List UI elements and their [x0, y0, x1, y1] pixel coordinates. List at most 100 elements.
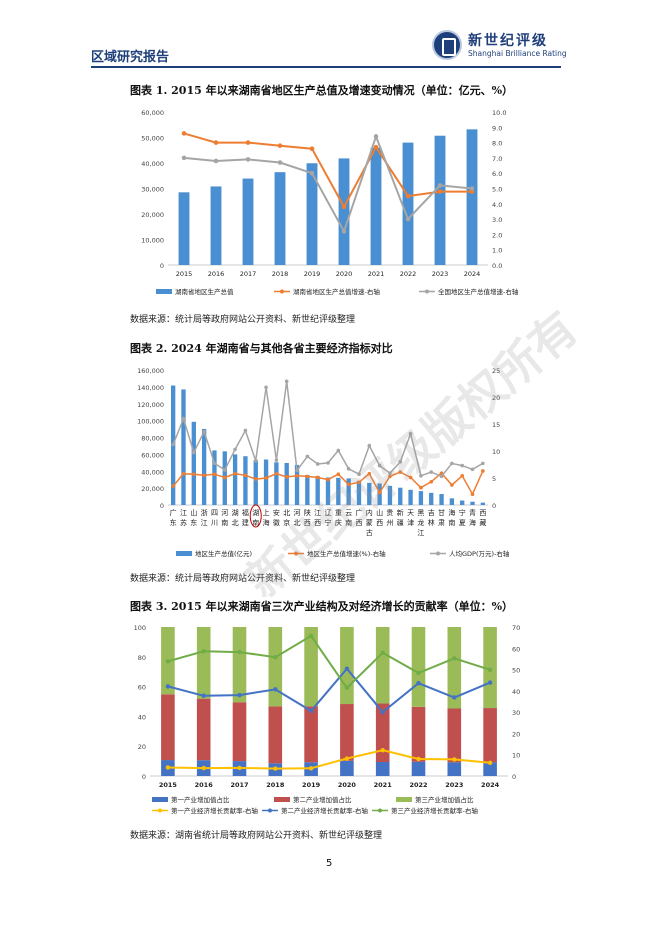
series-point [305, 454, 310, 459]
series-point [344, 756, 350, 761]
bar [243, 456, 248, 505]
y-right-tick-label: 30 [512, 709, 520, 717]
bar [338, 158, 350, 265]
series-point [171, 484, 175, 488]
legend-label: 湖南省地区生产总值 [175, 287, 234, 296]
y-right-tick-label: 2.0 [492, 231, 502, 239]
bar [242, 178, 254, 265]
x-tick-label: 安徽 [273, 508, 280, 527]
series-point [273, 655, 278, 660]
series-point [237, 649, 242, 655]
series-point [165, 659, 171, 664]
series-point [181, 416, 186, 421]
series-point [450, 483, 454, 487]
x-tick-label: 2023 [445, 781, 463, 789]
y-right-tick-label: 20 [492, 394, 500, 402]
series-point [212, 472, 217, 477]
bar-segment [447, 708, 462, 763]
x-tick-label: 2022 [400, 270, 417, 278]
legend-label: 第一产业增加值占比 [171, 795, 230, 804]
bar-segment [196, 698, 211, 761]
y-left-tick-label: 80,000 [141, 435, 164, 443]
series-point [295, 468, 299, 473]
bar-segment [483, 627, 497, 709]
series-point [222, 475, 227, 480]
series-point [341, 204, 347, 210]
x-tick-label: 2019 [302, 781, 321, 789]
x-tick-label: 江苏 [180, 509, 187, 527]
y-left-tick-label: 20,000 [141, 211, 164, 219]
x-tick-label: 2023 [432, 270, 449, 278]
series-point [470, 492, 475, 496]
series-point [470, 467, 475, 472]
series-point [237, 765, 242, 771]
series-point [416, 756, 421, 762]
bar-segment [375, 627, 390, 704]
series-line [167, 667, 491, 714]
series-point [326, 461, 330, 465]
bar-segment [232, 627, 247, 703]
series-point [202, 473, 206, 478]
legend-label: 湖南省地区生产总值增速-右轴 [293, 287, 380, 296]
series-point [408, 475, 413, 480]
x-tick-label: 2015 [176, 270, 193, 278]
y-left-tick-label: 100 [134, 624, 146, 632]
bar [178, 192, 190, 265]
series-line [183, 132, 472, 209]
x-tick-label: 福建 [242, 508, 249, 527]
legend-label: 全国地区生产总值增速-右轴 [438, 287, 519, 296]
y-right-tick-label: 60 [512, 645, 520, 653]
y-right-tick-label: 0 [492, 502, 496, 510]
bar [336, 477, 341, 505]
series-point [405, 193, 411, 199]
x-tick-label: 广东 [170, 508, 177, 527]
x-tick-label: 2020 [336, 270, 353, 278]
bar [480, 502, 486, 505]
series-point [419, 474, 423, 478]
x-tick-label: 海南 [448, 508, 455, 527]
series-point [380, 709, 385, 715]
bar-segment [483, 708, 497, 763]
x-tick-label: 山东 [190, 508, 197, 527]
series-point [398, 470, 403, 474]
x-tick-label: 天津 [407, 509, 414, 527]
figure-1-source: 数据来源：统计局等政府网站公开资料、新世纪评级整理 [130, 315, 356, 325]
series-point [341, 229, 347, 234]
series-point [253, 458, 258, 463]
series-point [405, 216, 411, 222]
series-point [305, 474, 310, 479]
x-tick-label: 2021 [374, 781, 393, 789]
series-point [398, 460, 403, 464]
legend-swatch [176, 551, 192, 556]
series-point [264, 476, 268, 480]
y-left-tick-label: 30,000 [141, 186, 164, 194]
bar [210, 186, 222, 265]
x-tick-label: 山西 [376, 508, 383, 527]
bar [201, 428, 207, 505]
bar-segment [483, 762, 497, 776]
x-tick-label: 四川 [211, 509, 218, 527]
y-right-tick-label: 1.0 [492, 247, 502, 255]
series-point [326, 477, 330, 482]
series-point [408, 431, 413, 436]
y-left-tick-label: 40,000 [141, 468, 164, 476]
legend-label: 第一产业经济增长贡献率-右轴 [171, 806, 258, 815]
bar-segment [340, 760, 354, 776]
legend-swatch [268, 808, 272, 813]
series-point [315, 475, 320, 480]
y-left-tick-label: 10,000 [141, 237, 164, 245]
y-left-tick-label: 100,000 [137, 418, 164, 426]
series-point [344, 685, 350, 691]
series-point [419, 485, 423, 490]
bar [306, 163, 318, 265]
bar [434, 135, 446, 265]
series-point [201, 649, 206, 654]
x-tick-label: 青海 [469, 508, 476, 527]
y-left-tick-label: 50,000 [141, 135, 164, 143]
x-tick-label: 广西 [355, 508, 362, 527]
company-logo-icon [432, 30, 462, 60]
y-right-tick-label: 4.0 [492, 201, 502, 209]
series-point [309, 146, 315, 152]
series-point [243, 473, 248, 478]
figure-2-chart: 0 20,000 40,000 60,000 80,000 100,000 120,000 1… [137, 367, 510, 558]
